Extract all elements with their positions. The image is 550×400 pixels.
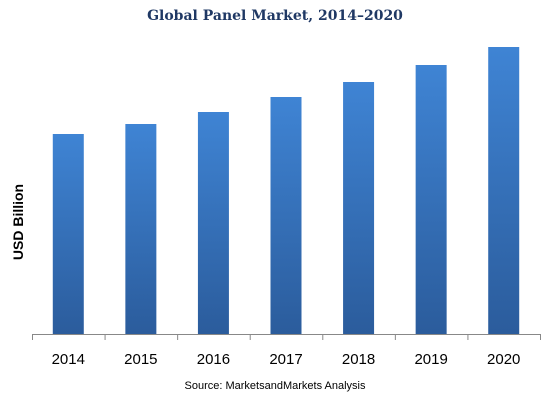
x-tick-label-2017: 2017 [269, 351, 302, 368]
x-tick-label-2019: 2019 [414, 351, 447, 368]
bar-2014 [52, 134, 84, 334]
bars-group [52, 47, 520, 334]
bar-2018 [343, 82, 375, 334]
bar-2019 [415, 65, 447, 334]
x-tick-label-2014: 2014 [52, 351, 85, 368]
bar-2020 [488, 47, 520, 334]
x-tick-label-2018: 2018 [342, 351, 375, 368]
x-tick-label-2016: 2016 [197, 351, 230, 368]
x-tick-label-2020: 2020 [487, 351, 520, 368]
chart-title: Global Panel Market, 2014–2020 [147, 8, 403, 24]
x-axis [32, 334, 541, 340]
x-tick-labels: 2014 2015 2016 2017 2018 2019 2020 [52, 351, 521, 368]
x-tick-label-2015: 2015 [124, 351, 157, 368]
source-note: Source: MarketsandMarkets Analysis [184, 380, 366, 392]
bar-2016 [197, 112, 229, 334]
bar-2015 [125, 124, 157, 334]
bar-2017 [270, 97, 302, 334]
